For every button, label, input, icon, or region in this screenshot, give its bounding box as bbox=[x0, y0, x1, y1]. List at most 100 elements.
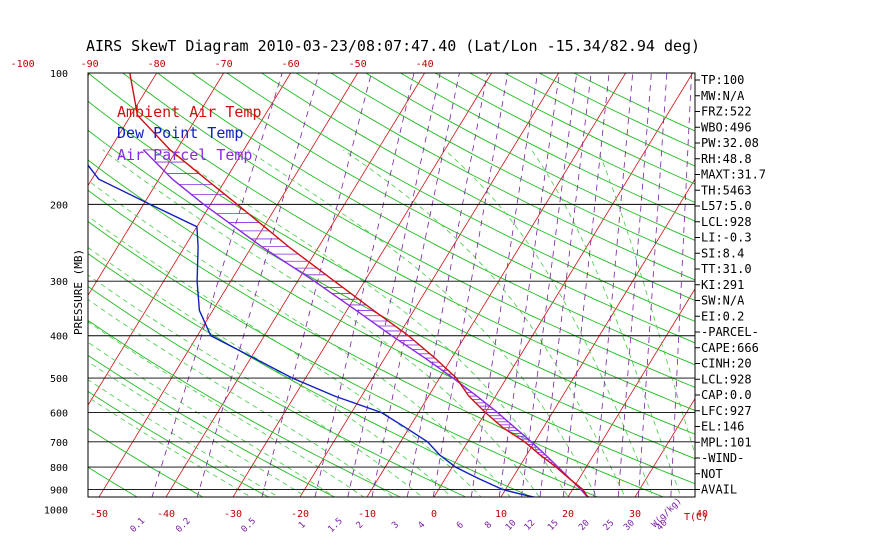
moist-adiabat-line bbox=[88, 379, 280, 497]
mixing-ratio-tick-label: 0.2 bbox=[174, 516, 193, 535]
mixing-ratio-tick-label: 6 bbox=[455, 520, 466, 531]
index-label: MPL:101 bbox=[701, 435, 752, 449]
ambient-air-temp-line bbox=[129, 73, 589, 497]
mixing-ratio-tick-label: 0.5 bbox=[240, 516, 259, 535]
pressure-tick-label: 900 bbox=[50, 485, 68, 496]
bottom-temp-tick-label: 0 bbox=[431, 509, 437, 520]
mixing-ratio-tick-label: 15 bbox=[546, 518, 561, 533]
bottom-temp-tick-label: 20 bbox=[562, 509, 574, 520]
mixing-ratio-line bbox=[347, 73, 441, 497]
isotherm-line bbox=[756, 73, 870, 519]
index-label: MAXT:31.7 bbox=[701, 168, 766, 182]
dry-adiabat-line bbox=[88, 390, 270, 497]
bottom-temp-tick-label: -30 bbox=[224, 509, 242, 520]
dry-adiabat-line bbox=[88, 100, 695, 435]
index-label: FRZ:522 bbox=[701, 105, 752, 119]
top-temp-tick-label: -80 bbox=[148, 59, 166, 70]
pressure-tick-label: 100 bbox=[50, 69, 68, 80]
mixing-ratio-line bbox=[617, 73, 652, 497]
index-label: WBO:496 bbox=[701, 120, 752, 134]
mixing-ratio-tick-label: 12 bbox=[523, 518, 538, 533]
dry-adiabat-line bbox=[88, 285, 467, 497]
plot-grid bbox=[88, 73, 870, 519]
bottom-temp-tick-label: 40 bbox=[696, 509, 708, 520]
dry-adiabat-line bbox=[88, 159, 695, 485]
mixing-ratio-line bbox=[196, 73, 320, 497]
index-label: SW:N/A bbox=[701, 294, 745, 308]
dew-point-temp-line bbox=[88, 164, 538, 497]
mixing-ratio-line bbox=[638, 73, 668, 497]
index-label: PW:32.08 bbox=[701, 136, 759, 150]
mixing-ratio-tick-label: 25 bbox=[602, 518, 617, 533]
dry-adiabat-line bbox=[157, 73, 695, 366]
isotherm-line bbox=[299, 73, 559, 497]
bottom-temp-tick-label: -10 bbox=[358, 509, 376, 520]
index-label: CINH:20 bbox=[701, 357, 752, 371]
index-label: MW:N/A bbox=[701, 89, 745, 103]
moist-adiabat-line bbox=[88, 274, 423, 497]
mixing-ratio-line bbox=[593, 73, 634, 497]
index-label: KI:291 bbox=[701, 278, 744, 292]
moist-adiabat-line bbox=[88, 341, 336, 497]
bottom-temp-tick-label: -50 bbox=[90, 509, 108, 520]
dry-adiabat-line bbox=[504, 73, 695, 167]
profile-lines bbox=[88, 73, 591, 497]
pressure-tick-label: 400 bbox=[50, 332, 68, 343]
index-label: -WIND- bbox=[701, 451, 744, 465]
chart-title: AIRS SkewT Diagram 2010-03-23/08:07:47.4… bbox=[86, 37, 700, 55]
dry-adiabat-line bbox=[296, 73, 695, 281]
pressure-tick-label: 300 bbox=[50, 277, 68, 288]
moist-adiabat-line bbox=[88, 246, 453, 497]
index-label: LFC:927 bbox=[701, 404, 752, 418]
index-label: CAP:0.0 bbox=[701, 388, 752, 402]
isotherm-line bbox=[433, 73, 693, 497]
mixing-ratio-line bbox=[470, 73, 538, 497]
moist-adiabat-line bbox=[88, 396, 252, 497]
mixing-ratio-line bbox=[151, 73, 283, 497]
index-label: LCL:928 bbox=[701, 215, 752, 229]
legend-dew-point-temp: Dew Point Temp bbox=[117, 124, 243, 142]
isotherm-line bbox=[98, 73, 358, 497]
index-label: CAPE:666 bbox=[701, 341, 759, 355]
mixing-ratio-tick-label: 3 bbox=[390, 520, 401, 531]
legend-air-parcel-temp: Air Parcel Temp bbox=[117, 146, 252, 164]
top-temp-tick-label: -40 bbox=[416, 59, 434, 70]
moist-adiabat-line bbox=[88, 361, 308, 497]
mixing-ratio-tick-label: 0.1 bbox=[129, 516, 148, 535]
index-label: -PARCEL- bbox=[701, 325, 759, 339]
top-temp-tick-labels: -120-110-100-90-80-70-60-50-40 bbox=[11, 59, 434, 70]
index-label: TH:5463 bbox=[701, 183, 752, 197]
index-label: EI:0.2 bbox=[701, 309, 744, 323]
top-temp-tick-label: -60 bbox=[282, 59, 300, 70]
bottom-temp-tick-label: 10 bbox=[495, 509, 507, 520]
mixing-ratio-line bbox=[562, 73, 610, 497]
isotherm-line bbox=[88, 73, 224, 297]
mixing-ratio-line bbox=[371, 73, 460, 497]
mixing-ratio-tick-label: 20 bbox=[577, 518, 592, 533]
dry-adiabat-line bbox=[226, 73, 695, 322]
moist-adiabat-line bbox=[88, 321, 365, 497]
top-temp-tick-label: -70 bbox=[215, 59, 233, 70]
index-label: NOT bbox=[701, 467, 723, 481]
mixing-ratio-tick-label: 8 bbox=[483, 520, 494, 531]
index-label: AVAIL bbox=[701, 483, 737, 497]
bottom-temp-tick-label: 30 bbox=[629, 509, 641, 520]
dry-adiabat-line bbox=[88, 220, 599, 497]
isotherm-line bbox=[88, 73, 157, 187]
pressure-tick-label: 500 bbox=[50, 374, 68, 385]
isotherm-line bbox=[567, 288, 695, 497]
moist-adiabat-line bbox=[102, 149, 540, 497]
top-temp-tick-label: -50 bbox=[349, 59, 367, 70]
mixing-ratio-line bbox=[406, 73, 488, 497]
dry-adiabat-line bbox=[88, 73, 695, 411]
dry-adiabat-line bbox=[434, 73, 695, 203]
mixing-ratio-tick-label: 1.5 bbox=[326, 516, 345, 535]
top-temp-tick-label: -100 bbox=[11, 59, 35, 70]
dry-adiabat-line bbox=[88, 466, 138, 497]
index-label: TP:100 bbox=[701, 73, 744, 87]
temperature-axis-unit: T(C) bbox=[684, 512, 708, 523]
pressure-tick-label: 800 bbox=[50, 463, 68, 474]
top-temp-tick-label: -90 bbox=[81, 59, 99, 70]
